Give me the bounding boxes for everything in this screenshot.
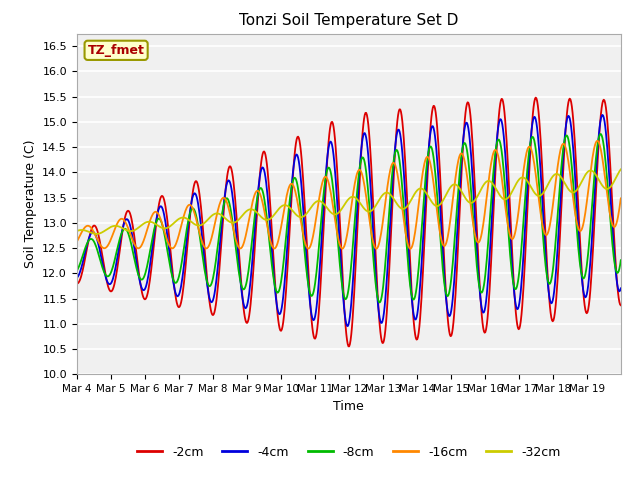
Title: Tonzi Soil Temperature Set D: Tonzi Soil Temperature Set D: [239, 13, 458, 28]
X-axis label: Time: Time: [333, 400, 364, 413]
Y-axis label: Soil Temperature (C): Soil Temperature (C): [24, 140, 36, 268]
Text: TZ_fmet: TZ_fmet: [88, 44, 145, 57]
Legend: -2cm, -4cm, -8cm, -16cm, -32cm: -2cm, -4cm, -8cm, -16cm, -32cm: [132, 441, 566, 464]
